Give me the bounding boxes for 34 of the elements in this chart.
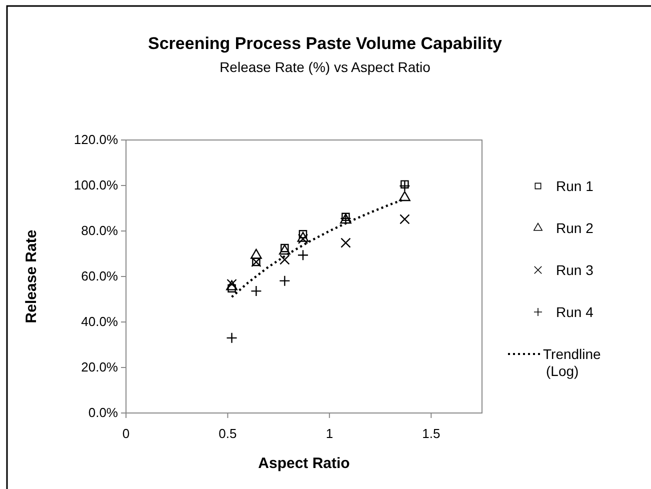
point bbox=[400, 214, 410, 224]
chart-title: Screening Process Paste Volume Capability bbox=[148, 34, 503, 53]
point bbox=[280, 254, 290, 265]
point bbox=[399, 191, 410, 202]
point bbox=[400, 180, 409, 188]
point bbox=[250, 248, 262, 259]
x-axis-title: Aspect Ratio bbox=[258, 455, 350, 472]
y-tick-label: 80.0% bbox=[81, 223, 118, 238]
y-tick-label: 40.0% bbox=[81, 314, 118, 330]
y-tick-label: 120.0% bbox=[74, 132, 118, 148]
y-tick-label: 0.0% bbox=[88, 405, 118, 420]
legend-label: Run 4 bbox=[556, 304, 594, 320]
x-tick-label: 1 bbox=[326, 426, 334, 441]
point bbox=[297, 232, 309, 242]
point bbox=[399, 180, 410, 192]
point bbox=[226, 332, 238, 344]
y-axis-title: Release Rate bbox=[23, 230, 40, 324]
y-tick-label: 20.0% bbox=[81, 360, 118, 375]
point bbox=[298, 234, 308, 244]
legend-label: Run 3 bbox=[556, 262, 594, 278]
point bbox=[279, 275, 290, 286]
y-tick-label: 100.0% bbox=[74, 178, 118, 193]
legend-label: Run 2 bbox=[556, 220, 594, 236]
x-tick-label: 0 bbox=[122, 426, 130, 441]
legend-label: Run 1 bbox=[556, 178, 594, 194]
point bbox=[278, 244, 290, 255]
point bbox=[297, 250, 309, 261]
point bbox=[250, 285, 262, 297]
point bbox=[340, 238, 351, 248]
y-tick-label: 60.0% bbox=[81, 268, 118, 284]
x-tick-label: 1.5 bbox=[422, 426, 440, 441]
chart-subtitle: Release Rate (%) vs Aspect Ratio bbox=[220, 59, 431, 75]
x-tick-label: 0.5 bbox=[218, 426, 237, 441]
legend-label: Trendline (Log) bbox=[543, 346, 602, 379]
